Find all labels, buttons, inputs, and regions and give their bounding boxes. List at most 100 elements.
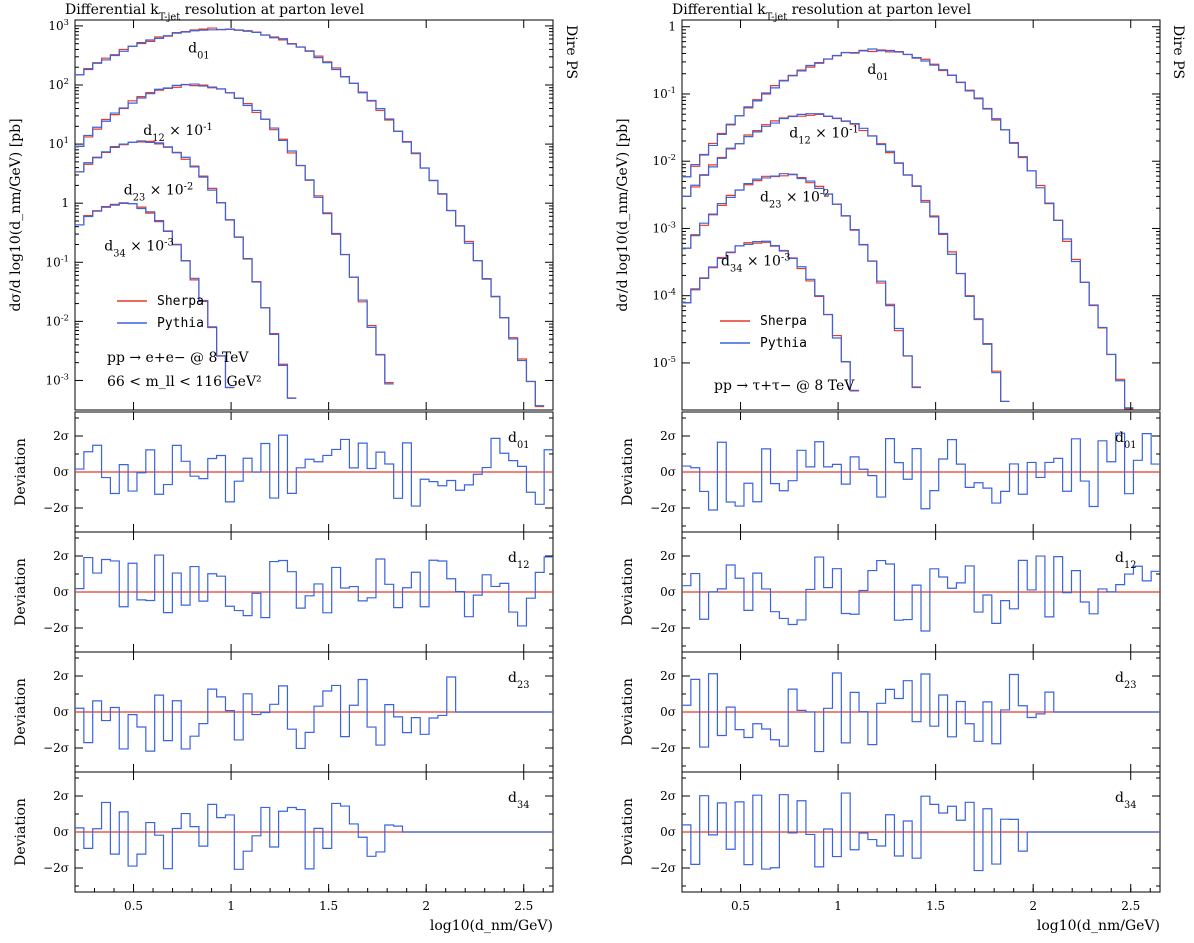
legend-label: Pythia [760,336,807,351]
histogram-curve [682,113,1010,403]
ratio-tick-label: 2σ [53,549,69,563]
ratio-panel: 2σ 0σ −2σ Deviation d23 [620,651,1161,773]
curve-label: d23 × 10-2 [760,188,829,210]
ratio-y-label: Deviation [13,558,29,626]
x-tick-label: 1.5 [926,899,945,913]
ratio-tick-label: 0σ [660,465,676,479]
ratio-panel: 2σ 0σ −2σ Deviation d01 [620,411,1161,533]
ratio-y-label: Deviation [620,798,636,866]
ratio-tick-label: 2σ [660,429,676,443]
x-tick-label: 1 [834,899,842,913]
process-label: pp → e+e− @ 8 TeV [107,350,249,366]
y-tick-label: 10-4 [653,287,676,303]
ratio-y-label: Deviation [620,558,636,626]
ratio-tick-label: −2σ [43,861,69,875]
y-tick-label: 101 [48,135,69,151]
ratio-tick-label: −2σ [650,501,676,515]
ratio-y-label: Deviation [13,438,29,506]
curve-label: d34 × 10-3 [721,252,790,274]
histogram-curve [682,49,1134,410]
main-plot-frame [681,19,1161,411]
chart-title: Differential kT-jet resolution at parton… [672,2,972,23]
y-tick-label: 10-3 [46,371,69,387]
x-tick-label: 0.5 [124,899,143,913]
y-tick-label: 10-1 [46,253,69,269]
ratio-panel-label: d34 [508,790,529,811]
ratio-y-label: Deviation [620,678,636,746]
ratio-panel: 2σ 0σ −2σ Deviation d12 [620,531,1161,653]
ratio-deviation-curve [75,434,553,507]
ratio-deviation-curve [75,676,553,752]
ratio-panel-label: d34 [1115,790,1136,811]
curve-label: d01 [867,62,888,83]
ratio-tick-label: −2σ [650,861,676,875]
curve-label: d01 [188,41,209,62]
ratio-panel: 2σ 0σ −2σ Deviation d34 [13,771,554,893]
y-tick-label: 10-3 [653,219,676,235]
ratio-tick-label: 2σ [53,429,69,443]
ratio-deviation-curve [75,554,553,627]
y-tick-label: 10-1 [653,85,676,101]
x-tick-label: 2 [1029,899,1037,913]
histogram-curve [75,28,545,407]
y-tick-label: 1 [61,196,69,210]
ratio-tick-label: 0σ [53,825,69,839]
x-tick-label: 1 [227,899,235,913]
ratio-tick-label: −2σ [43,621,69,635]
ratio-tick-label: 0σ [53,705,69,719]
ratio-panel-label: d12 [508,550,529,571]
ratio-deviation-curve [682,432,1160,511]
y-tick-label: 10-2 [46,312,69,328]
ratio-tick-label: 0σ [53,585,69,599]
side-label: Dire PS [1170,25,1186,79]
x-tick-label: 2 [422,899,430,913]
legend-label: Sherpa [760,314,807,329]
ratio-tick-label: 2σ [660,549,676,563]
main-plot-frame [74,19,554,411]
histogram-curve [682,48,1134,409]
y-tick-label: 1 [668,20,676,34]
ratio-tick-label: 2σ [660,789,676,803]
x-tick-label: 1.5 [319,899,338,913]
histogram-curve [682,173,921,389]
ratio-deviation-curve [682,792,1160,872]
ratio-tick-label: −2σ [650,621,676,635]
y-tick-label: 102 [48,76,69,92]
process-label: pp → τ+τ− @ 8 TeV [714,378,855,394]
curve-label: d12 × 10-1 [143,122,212,144]
ratio-tick-label: −2σ [650,741,676,755]
x-axis-label: log10(d_nm/GeV) [1037,918,1160,934]
ratio-tick-label: 2σ [53,789,69,803]
ratio-tick-label: 0σ [660,825,676,839]
ratio-deviation-curve [75,801,553,870]
ratio-panel-label: d23 [1115,670,1136,691]
histogram-curve [75,140,297,399]
y-axis-label: dσ/d log10(d_nm/GeV) [pb] [615,118,631,311]
x-tick-label: 2.5 [514,899,533,913]
ratio-tick-label: −2σ [43,741,69,755]
ratio-tick-label: 0σ [660,705,676,719]
ratio-deviation-curve [682,672,1160,753]
ratio-panel: 2σ 0σ −2σ Deviation d01 [13,411,554,533]
side-label: Dire PS [563,25,579,79]
ratio-panel-label: d01 [1115,430,1136,451]
ratio-panel: 2σ 0σ −2σ Deviation d23 [13,651,554,773]
histogram-curve [75,83,394,385]
curve-label: d34 × 10-3 [104,237,173,259]
y-tick-label: 103 [48,17,69,33]
x-axis-label: log10(d_nm/GeV) [430,918,553,934]
curve-label: d23 × 10-2 [124,181,193,203]
ratio-panel: 2σ 0σ −2σ Deviation d34 [620,771,1161,893]
y-tick-label: 10-2 [653,152,676,168]
ratio-tick-label: 2σ [53,669,69,683]
ratio-tick-label: 2σ [660,669,676,683]
ratio-y-label: Deviation [620,438,636,506]
legend-label: Sherpa [157,294,204,309]
ratio-y-label: Deviation [13,678,29,746]
legend-label: Pythia [157,316,204,331]
ratio-tick-label: 0σ [53,465,69,479]
histogram-curve [75,202,235,388]
panel-1: Differential kT-jet resolution at parton… [8,2,579,934]
histogram-curve [682,113,1010,403]
